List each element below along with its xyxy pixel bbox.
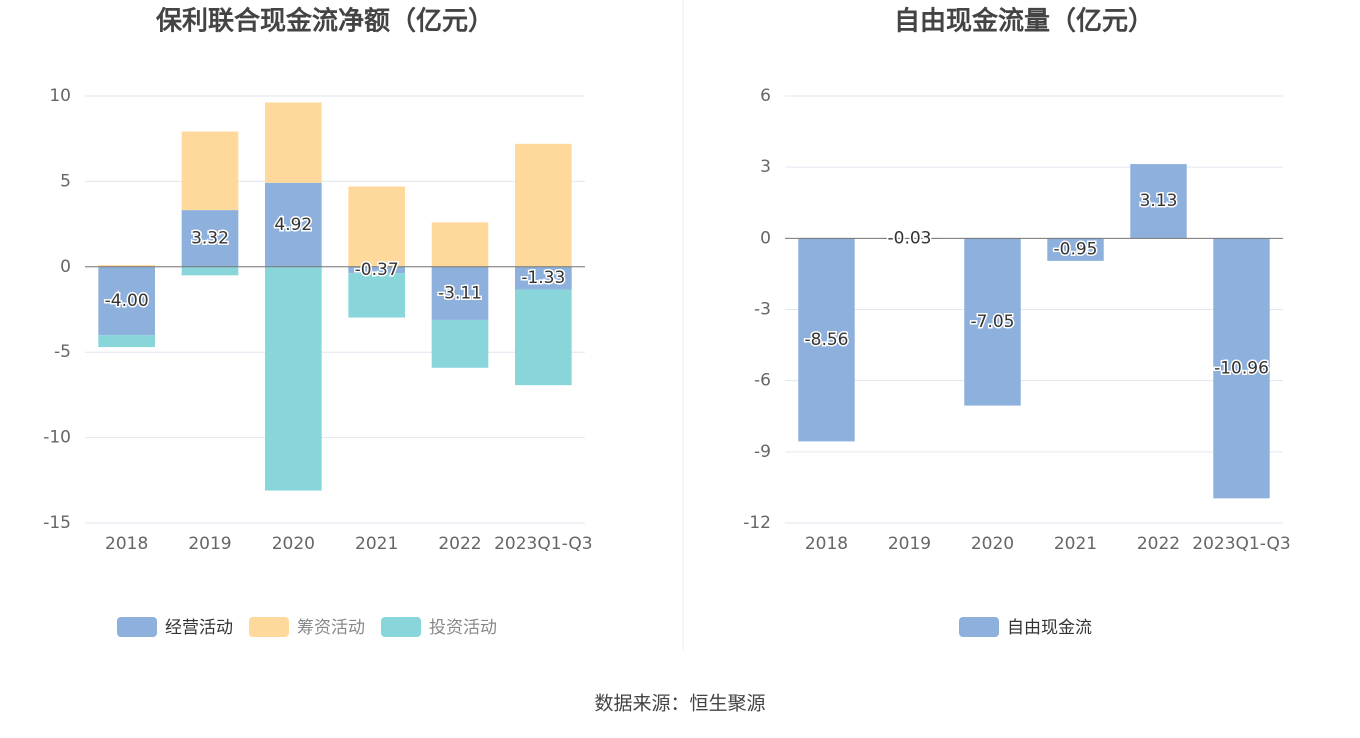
data-label: -1.33	[521, 268, 565, 288]
bar	[348, 266, 405, 274]
y-tick-label: -10	[43, 428, 71, 448]
legend-swatch	[959, 617, 999, 637]
bar	[431, 222, 489, 267]
legend-label: 经营活动	[165, 618, 233, 638]
y-tick-label: 0	[60, 257, 71, 277]
data-label: -0.95	[1054, 240, 1098, 260]
x-tick-label: 2020	[971, 534, 1014, 554]
bar	[265, 266, 322, 491]
bar	[431, 266, 489, 320]
bar	[515, 266, 572, 290]
y-tick-label: -3	[754, 300, 771, 320]
data-label: 3.32	[191, 228, 229, 248]
chart-title: 自由现金流量（亿元）	[894, 6, 1154, 37]
legend-swatch	[117, 617, 157, 637]
bar	[1047, 238, 1104, 261]
y-tick-label: -15	[43, 513, 71, 533]
data-label: -0.37	[355, 260, 399, 280]
x-tick-label: 2023Q1-Q3	[494, 534, 592, 554]
bar	[98, 265, 155, 267]
legend-label: 投资活动	[429, 618, 497, 638]
bar	[348, 186, 405, 267]
bar	[181, 131, 239, 211]
y-tick-label: 5	[60, 171, 71, 191]
x-tick-label: 2019	[188, 534, 231, 554]
x-tick-label: 2021	[1054, 534, 1097, 554]
bar	[798, 238, 855, 442]
bar	[181, 210, 239, 267]
x-tick-label: 2018	[805, 534, 848, 554]
y-tick-label: 10	[49, 86, 71, 106]
bar	[181, 266, 239, 276]
data-label: 3.13	[1140, 191, 1178, 211]
x-tick-label: 2022	[438, 534, 481, 554]
y-tick-label: -5	[54, 342, 71, 362]
bar	[964, 238, 1021, 406]
bar	[265, 182, 322, 267]
bar	[98, 335, 155, 348]
legend-label: 筹资活动	[297, 618, 365, 638]
y-tick-label: 3	[760, 157, 771, 177]
data-label: -10.96	[1214, 358, 1269, 378]
legend-swatch	[381, 617, 421, 637]
data-label: -7.05	[971, 312, 1015, 332]
x-tick-label: 2019	[888, 534, 931, 554]
x-tick-label: 2018	[105, 534, 148, 554]
x-tick-label: 2020	[272, 534, 315, 554]
bar	[348, 273, 405, 318]
legend-label: 自由现金流	[1007, 618, 1092, 638]
footer: 数据来源：恒生聚源	[594, 693, 765, 715]
data-label: -3.11	[438, 283, 482, 303]
legend-swatch	[249, 617, 289, 637]
bar	[515, 143, 572, 267]
data-label: 4.92	[274, 215, 312, 235]
data-label: -4.00	[105, 291, 149, 311]
bar	[265, 102, 322, 183]
bar	[515, 289, 572, 386]
bar	[1213, 238, 1270, 499]
data-label: -0.03	[888, 229, 932, 249]
bar	[1130, 164, 1187, 239]
x-tick-label: 2023Q1-Q3	[1192, 534, 1290, 554]
y-tick-label: -6	[754, 371, 771, 391]
x-tick-label: 2022	[1137, 534, 1180, 554]
y-tick-label: -9	[754, 442, 771, 462]
y-tick-label: -12	[743, 513, 771, 533]
x-tick-label: 2021	[355, 534, 398, 554]
bar	[431, 319, 489, 368]
bar	[98, 266, 155, 336]
chart-title: 保利联合现金流净额（亿元）	[155, 6, 494, 37]
y-tick-label: 0	[760, 228, 771, 248]
y-tick-label: 6	[760, 86, 771, 106]
data-label: -8.56	[805, 330, 849, 350]
